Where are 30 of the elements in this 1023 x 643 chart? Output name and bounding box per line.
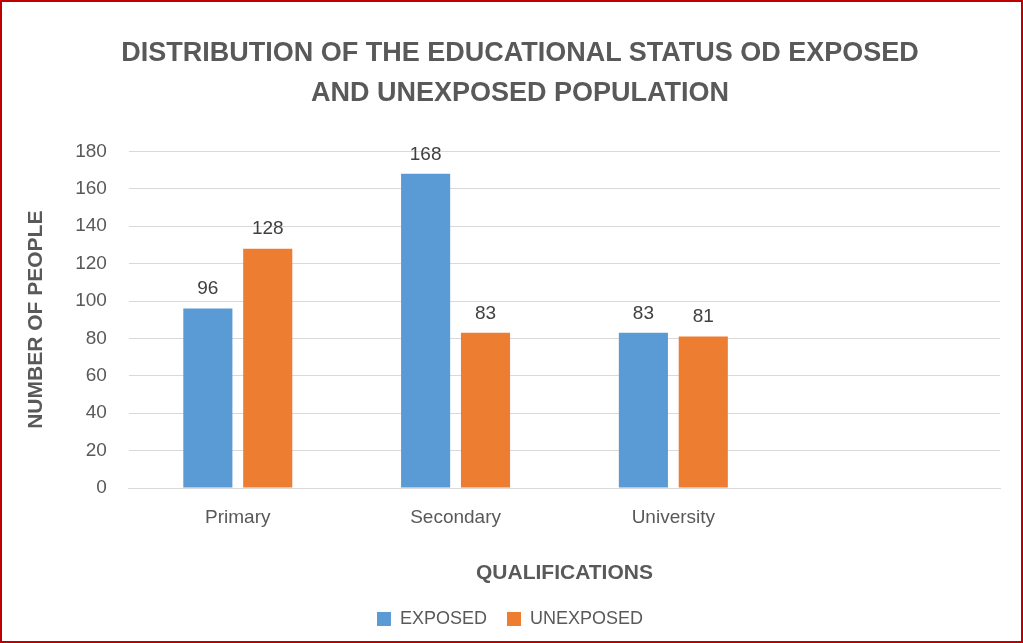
data-label: 96: [197, 277, 219, 299]
y-tick-label: 60: [85, 364, 107, 386]
bar: [243, 248, 293, 488]
data-label: 83: [632, 301, 654, 323]
legend-label: EXPOSED: [399, 607, 487, 628]
bar: [618, 332, 668, 488]
bar: [460, 332, 511, 488]
y-tick-label: 0: [96, 476, 107, 498]
bar: [678, 336, 728, 488]
data-label: 83: [474, 301, 497, 323]
y-tick-label: 20: [85, 438, 107, 460]
y-tick-label: 180: [75, 139, 107, 161]
x-tick-label: Secondary: [410, 505, 502, 527]
data-label: 81: [692, 305, 714, 327]
y-tick-label: 100: [75, 289, 107, 311]
y-tick-label: 120: [75, 251, 107, 273]
bar: [401, 173, 451, 488]
y-tick-label: 40: [85, 401, 107, 423]
x-axis-title: QUALIFICATIONS: [475, 560, 653, 584]
y-axis-title: NUMBER OF PEOPLE: [23, 210, 47, 429]
y-tick-label: 140: [75, 214, 107, 236]
y-tick-label: 160: [75, 177, 107, 199]
legend-label: UNEXPOSED: [530, 607, 644, 628]
x-tick-label: Primary: [205, 505, 271, 527]
bar: [183, 308, 233, 488]
y-tick-label: 80: [85, 326, 107, 348]
chart-title: DISTRIBUTION OF THE EDUCATIONAL STATUS OD EXPOSED AND UNEXPOSED POPULATION: [120, 36, 920, 109]
data-label: 168: [409, 142, 442, 164]
data-label: 128: [251, 217, 284, 239]
x-tick-label: University: [631, 505, 716, 527]
